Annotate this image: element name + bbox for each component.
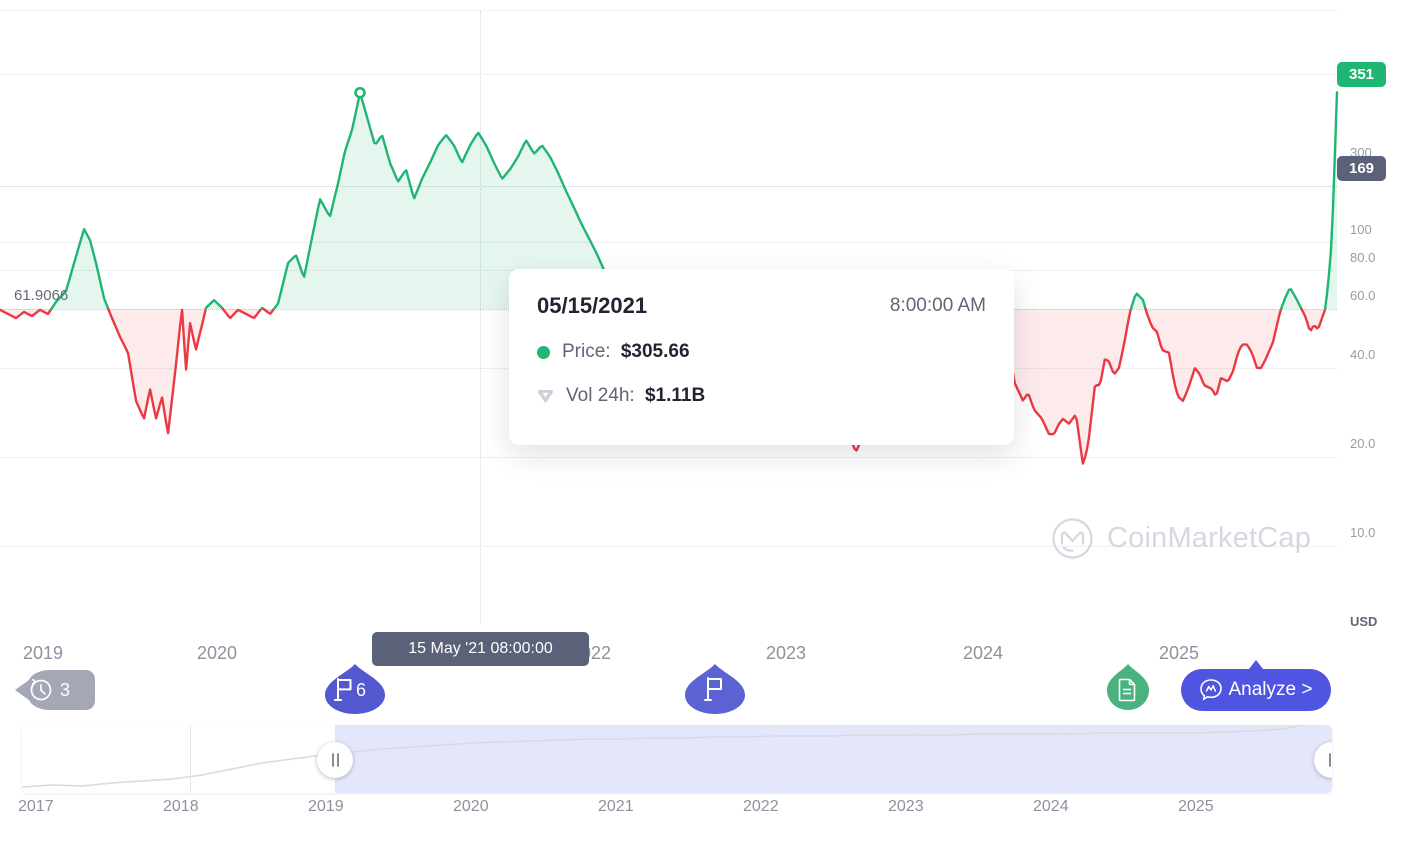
svg-text:6: 6 xyxy=(356,680,366,700)
svg-text:3: 3 xyxy=(60,680,70,700)
